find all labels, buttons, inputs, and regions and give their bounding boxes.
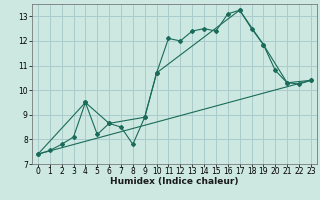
- X-axis label: Humidex (Indice chaleur): Humidex (Indice chaleur): [110, 177, 239, 186]
